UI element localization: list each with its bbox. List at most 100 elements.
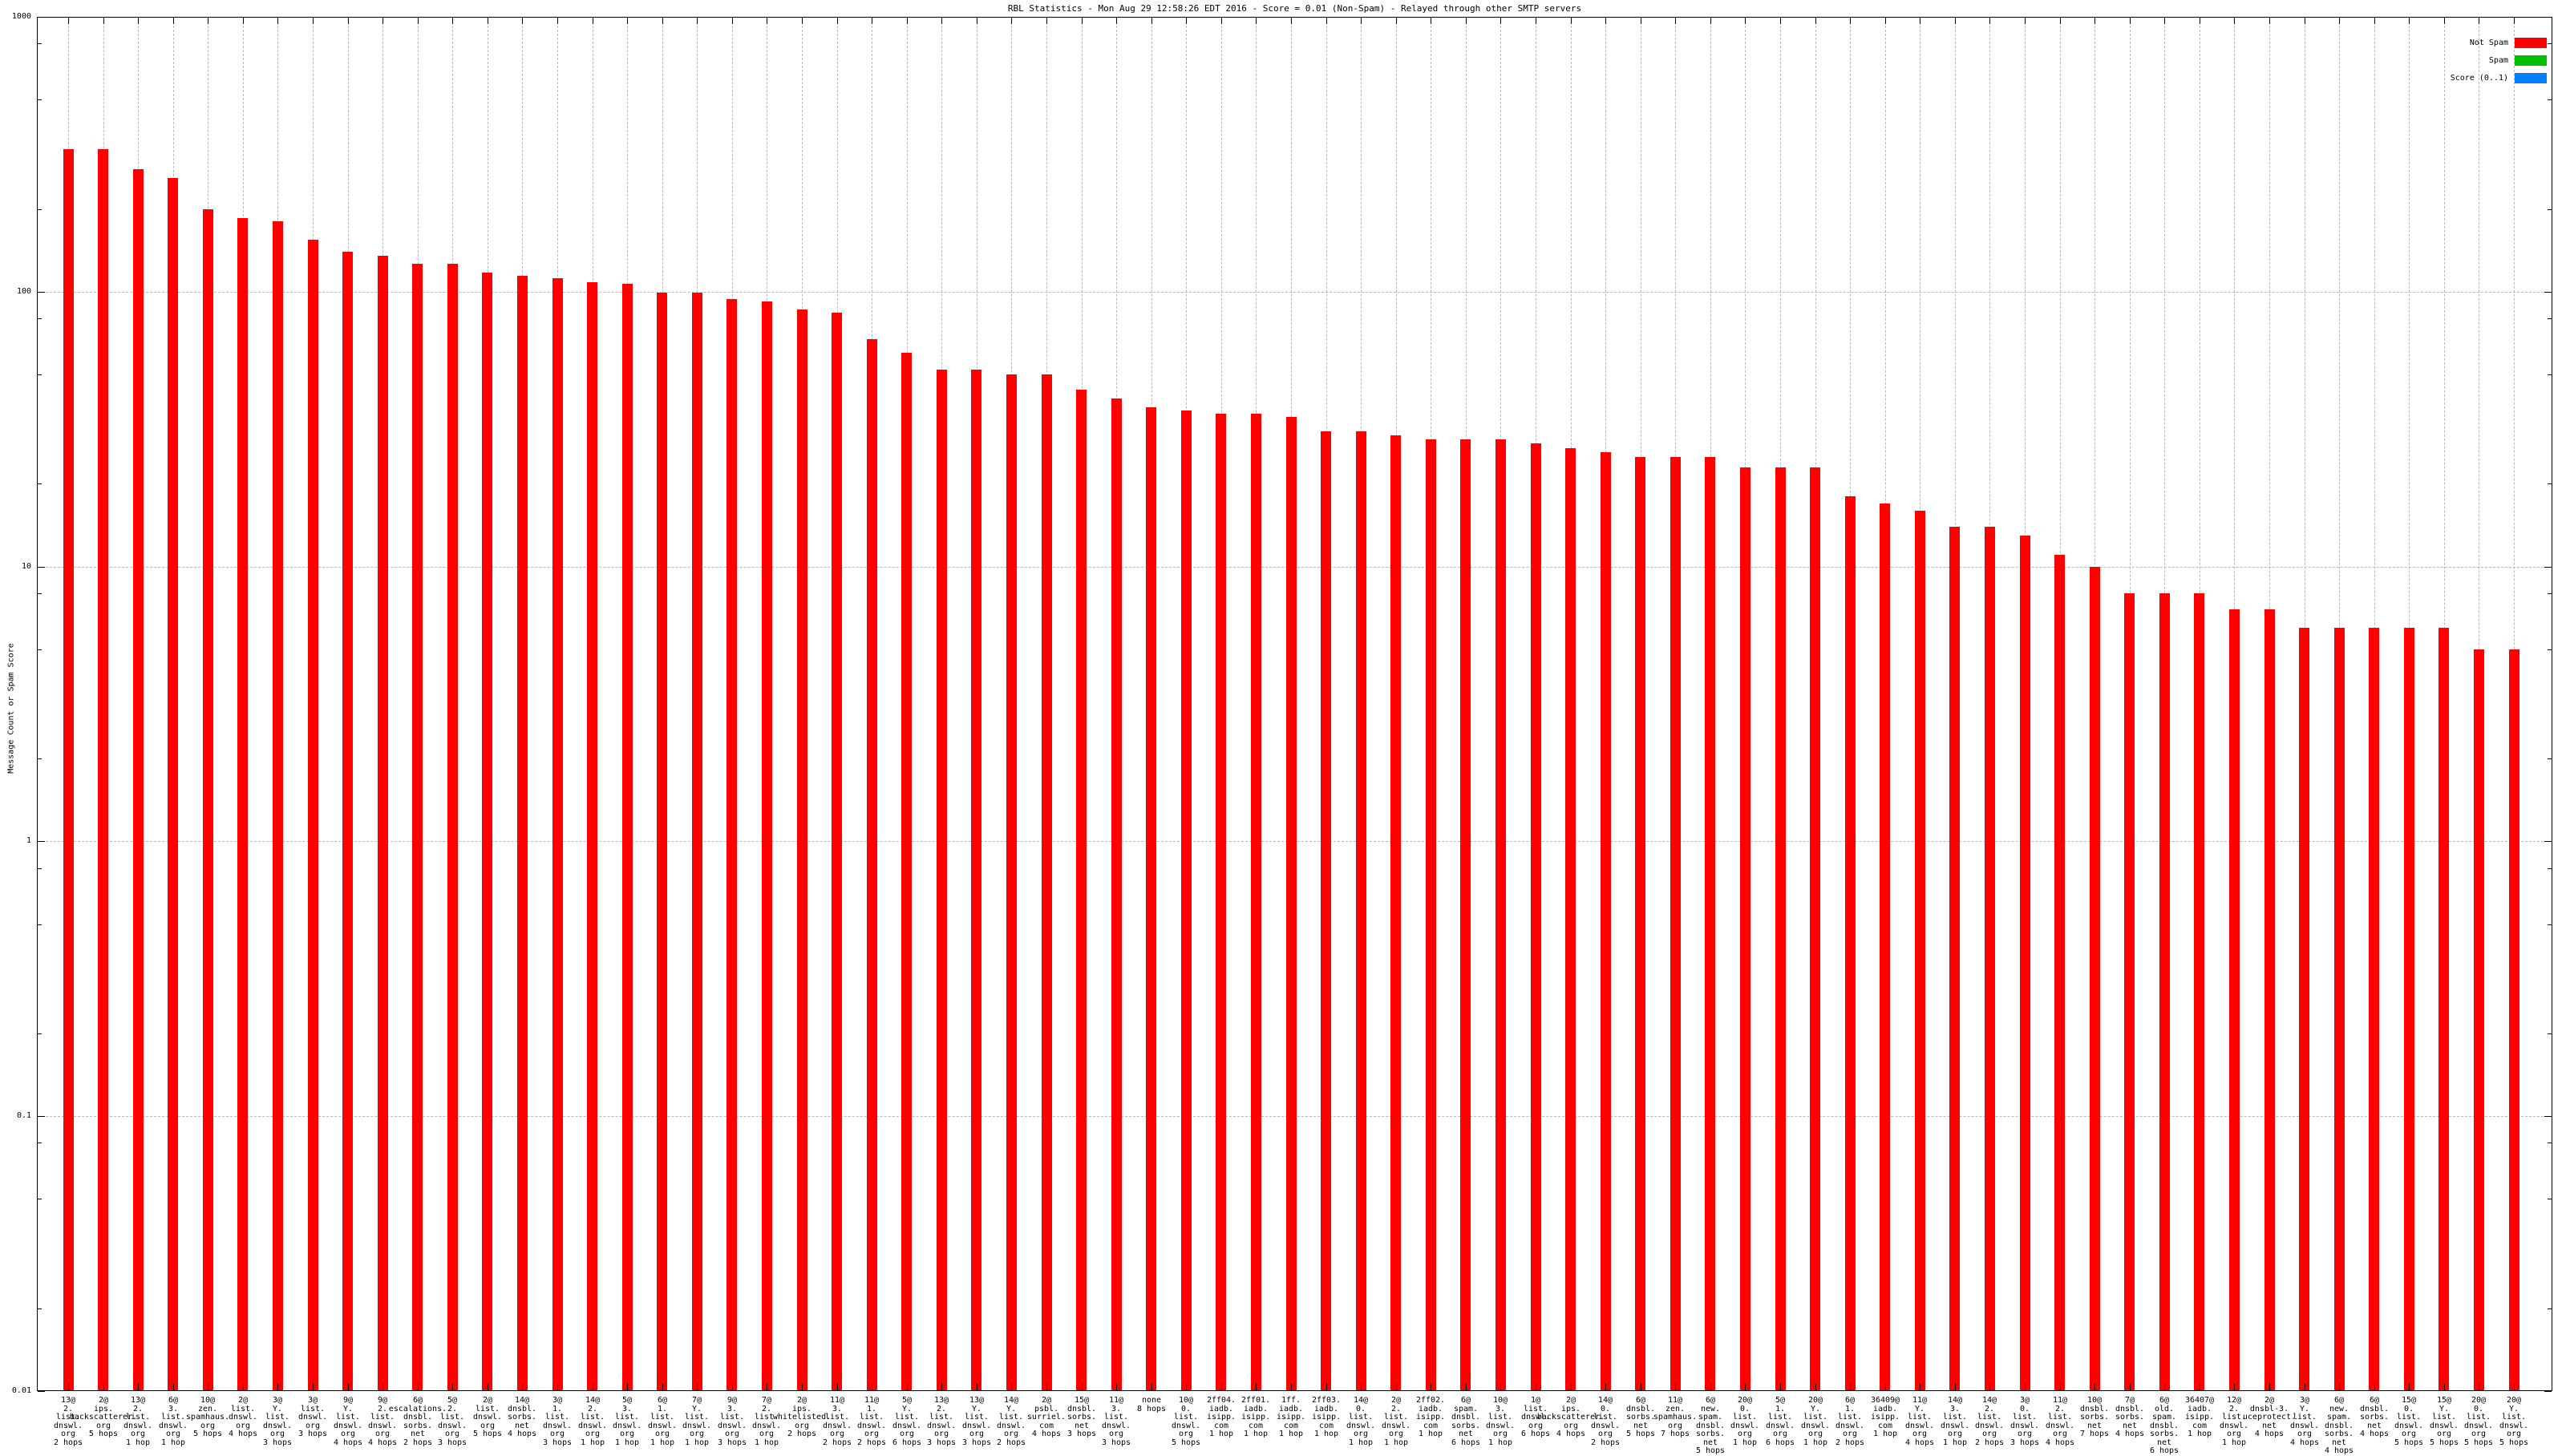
x-tick-label: 2@ 2. list. dnswl. org 1 hop (1381, 1396, 1411, 1447)
bar (1915, 511, 1925, 1390)
bar (342, 252, 353, 1390)
x-tick (103, 1384, 104, 1390)
x-tick (138, 1384, 139, 1390)
x-tick (1675, 1384, 1676, 1390)
y-tick-minor (2548, 43, 2552, 44)
x-tick (348, 1384, 349, 1390)
y-tick-minor (38, 1033, 42, 1034)
x-tick (1885, 18, 1886, 24)
x-tick-label: 11@ 1. list. dnswl. org 2 hops (856, 1396, 887, 1447)
x-tick (1011, 18, 1012, 24)
x-tick (418, 1384, 419, 1390)
chart-title: RBL Statistics - Mon Aug 29 12:58:26 EDT… (1007, 3, 1582, 14)
bar (1321, 431, 1331, 1390)
x-tick-label: 3@ Y. list. dnswl. org 3 hops (262, 1396, 293, 1447)
bar (237, 218, 248, 1390)
y-tick-minor (2548, 318, 2552, 319)
y-tick-minor (38, 868, 42, 869)
x-tick (732, 1384, 733, 1390)
x-tick (557, 1384, 558, 1390)
y-tick-minor (38, 318, 42, 319)
x-tick-label: 13@ Y. list. dnswl. org 3 hops (961, 1396, 992, 1447)
y-tick-major (38, 567, 45, 568)
bar (692, 293, 702, 1390)
x-tick (1675, 18, 1676, 24)
y-tick-label: 0.01 (11, 1386, 31, 1395)
y-tick-major (38, 292, 45, 293)
x-tick-label: 10@ 0. list. dnswl. org 5 hops (1171, 1396, 1201, 1447)
x-tick (1291, 1384, 1292, 1390)
x-tick (138, 18, 139, 24)
x-tick-label: 5@ 1. list. dnswl. org 6 hops (1765, 1396, 1795, 1447)
x-tick-label: 2@ list. dnswl. org 5 hops (472, 1396, 503, 1438)
x-tick-label: 2ff03. iadb. isipp. com 1 hop (1311, 1396, 1342, 1438)
x-tick (1011, 1384, 1012, 1390)
y-tick-major (38, 841, 45, 842)
y-tick-minor (2548, 649, 2552, 650)
x-tick (837, 18, 838, 24)
x-tick (1291, 18, 1292, 24)
bar (1181, 411, 1192, 1390)
bar (2404, 628, 2414, 1390)
x-tick-label: 14@ 2. list. dnswl. org 1 hop (577, 1396, 608, 1447)
legend-label: Score (0..1) (2450, 73, 2508, 83)
bar (1076, 390, 1087, 1390)
x-tick-label: 2ff02. iadb. isipp. com 1 hop (1415, 1396, 1446, 1438)
x-tick (627, 1384, 628, 1390)
x-tick-label: 15@ 0. list. dnswl. org 5 hops (2394, 1396, 2424, 1447)
x-tick-label: 11@ 2. list. dnswl. org 4 hops (2045, 1396, 2075, 1447)
y-tick-minor (38, 374, 42, 375)
bar (1146, 407, 1156, 1390)
x-tick-label: 3@ Y. list. dnswl. org 4 hops (2289, 1396, 2320, 1447)
x-tick-label: 5@ 3. list. dnswl. org 1 hop (612, 1396, 642, 1447)
y-tick-major (38, 1391, 45, 1392)
x-tick-label: 13@ 2. list. dnswl. org 3 hops (926, 1396, 957, 1447)
legend-swatch (2515, 37, 2547, 48)
bar (2020, 536, 2030, 1390)
x-tick (1955, 18, 1956, 24)
x-tick (1710, 18, 1711, 24)
bar (1949, 527, 1960, 1390)
x-tick (1256, 18, 1257, 24)
x-tick (103, 18, 104, 24)
x-tick (2444, 1384, 2445, 1390)
y-tick-major (38, 17, 45, 18)
x-tick-label: 6@ old. spam. dnsbl. sorbs. net 6 hops (2149, 1396, 2179, 1455)
x-tick (313, 1384, 314, 1390)
y-tick-minor (38, 649, 42, 650)
x-tick (1605, 1384, 1606, 1390)
x-tick (1989, 18, 1990, 24)
bar (2509, 649, 2519, 1390)
x-tick (1256, 1384, 1257, 1390)
x-tick-label: 2@ list. dnswl. org 4 hops (228, 1396, 258, 1438)
x-tick-label: 2@ psbl. surriel. com 4 hops (1026, 1396, 1066, 1438)
legend-swatch (2515, 72, 2547, 83)
x-tick-label: 6@ 1. list. dnswl. org 2 hops (1835, 1396, 1865, 1447)
bar (1356, 431, 1366, 1390)
x-tick-label: 6@ new. spam. dnsbl. sorbs. net 4 hops (2324, 1396, 2354, 1455)
x-tick (1571, 1384, 1572, 1390)
bar (1985, 527, 1995, 1390)
bar (2229, 609, 2240, 1390)
bar (412, 264, 423, 1390)
x-tick (418, 18, 419, 24)
x-tick (1780, 1384, 1781, 1390)
grid-h (38, 292, 2552, 293)
x-tick-label: 11@ 3. list. dnswl. org 2 hops (822, 1396, 852, 1447)
bar (587, 282, 597, 1390)
x-tick (802, 18, 803, 24)
x-tick (2514, 18, 2515, 24)
x-tick-label: 6@ 3. list. dnswl. org 1 hop (158, 1396, 188, 1447)
bar (797, 309, 807, 1390)
x-tick-label: 13@ 2. list. dnswl. org 1 hop (123, 1396, 153, 1447)
y-tick-minor (2548, 1308, 2552, 1309)
x-tick-label: 3@ 1. list. dnswl. org 3 hops (542, 1396, 573, 1447)
bar (1705, 457, 1715, 1390)
x-tick-label: 5@ 2. list. dnswl. org 3 hops (437, 1396, 467, 1447)
x-tick-label: 3@ list. dnswl. org 3 hops (297, 1396, 328, 1438)
bar (447, 264, 458, 1390)
x-tick (2444, 18, 2445, 24)
x-tick (2060, 1384, 2061, 1390)
x-tick (313, 18, 314, 24)
x-tick-label: 36409@ iadb. isipp. com 1 hop (1870, 1396, 1900, 1438)
